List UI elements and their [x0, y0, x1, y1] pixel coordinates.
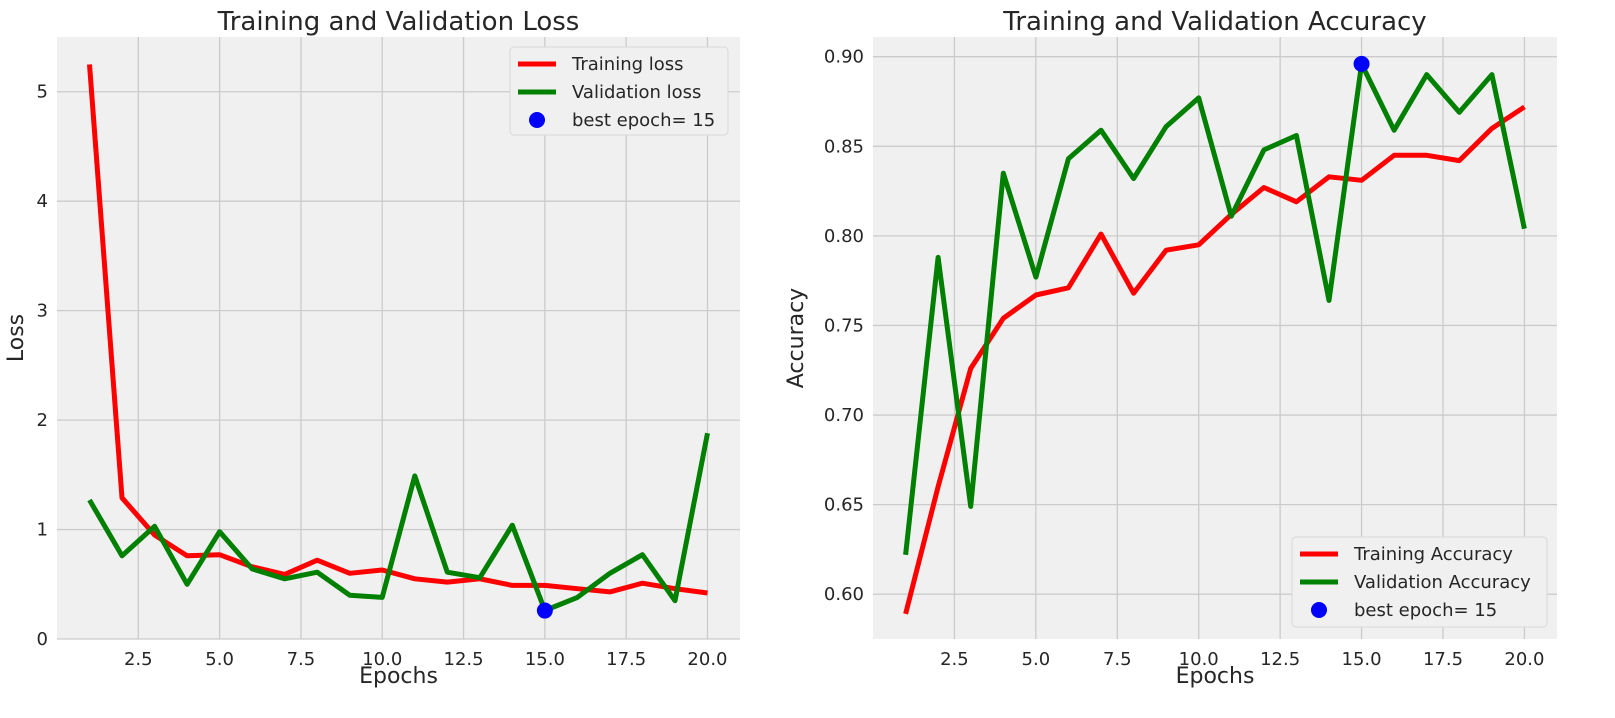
x-tick-label: 17.5 — [1423, 649, 1463, 670]
x-tick-label: 2.5 — [124, 649, 153, 670]
legend-box — [1291, 536, 1548, 628]
legend-box — [509, 46, 729, 136]
x-tick-label: 5.0 — [205, 649, 234, 670]
x-tick-label: 7.5 — [1103, 649, 1132, 670]
x-tick-label: 5.0 — [1022, 649, 1051, 670]
x-tick-label: 15.0 — [525, 649, 565, 670]
y-tick-label: 0.70 — [824, 405, 864, 426]
x-tick-label: 17.5 — [606, 649, 646, 670]
x-tick-label: 10.0 — [362, 649, 402, 670]
y-tick-label: 0.90 — [824, 47, 864, 68]
chart-1: 2.5 5.0 7.5 10.0 12.5 15.0 17.5 20.0 0 1 2 3 4 5 Train… — [4, 7, 740, 689]
series-line-validation-accuracy — [903, 61, 1527, 556]
legend: Training loss Validation loss best epoch= … — [509, 46, 729, 136]
series-line-training-loss — [87, 64, 708, 596]
chart-title: Training and Validation Accuracy — [1002, 7, 1426, 37]
legend-label: best epoch= 15 — [1354, 600, 1497, 621]
legend: Training Accuracy Validation Accuracy best… — [1291, 536, 1548, 628]
y-axis-label: Loss — [4, 314, 29, 362]
chart-title: Training and Validation Loss — [217, 7, 580, 37]
best-epoch-marker — [1353, 55, 1370, 72]
y-tick-label: 0.60 — [824, 584, 864, 605]
y-tick-label: 3 — [37, 301, 48, 322]
x-tick-label: 12.5 — [444, 649, 484, 670]
y-tick-label: 4 — [37, 191, 48, 212]
y-tick-label: 0.75 — [824, 315, 864, 336]
legend-label: Validation Accuracy — [1354, 572, 1531, 593]
y-tick-label: 0 — [37, 629, 48, 650]
y-axis-label: Accuracy — [784, 288, 809, 388]
x-tick-label: 10.0 — [1179, 649, 1219, 670]
series-line-training-accuracy — [903, 104, 1526, 615]
x-axis-label: Epochs — [359, 664, 438, 689]
y-tick-label: 0.85 — [824, 136, 864, 157]
y-tick-label: 1 — [37, 520, 48, 541]
x-tick-label: 12.5 — [1260, 649, 1300, 670]
legend-marker-swatch — [529, 112, 545, 128]
legend-label: Training loss — [571, 54, 684, 75]
y-tick-label: 0.80 — [824, 226, 864, 247]
y-tick-label: 0.65 — [824, 495, 864, 516]
x-tick-label: 20.0 — [687, 649, 727, 670]
y-tick-label: 2 — [37, 410, 48, 431]
y-tick-label: 5 — [37, 82, 48, 103]
best-epoch-marker — [536, 602, 553, 619]
x-tick-label: 20.0 — [1504, 649, 1544, 670]
series-line-validation-loss — [87, 432, 710, 613]
x-tick-label: 2.5 — [940, 649, 969, 670]
legend-label: Training Accuracy — [1353, 544, 1513, 565]
legend-marker-swatch — [1311, 602, 1327, 618]
x-tick-label: 15.0 — [1342, 649, 1382, 670]
x-tick-label: 7.5 — [287, 649, 316, 670]
legend-label: best epoch= 15 — [572, 110, 715, 131]
legend-label: Validation loss — [572, 82, 701, 103]
x-axis-label: Epochs — [1176, 664, 1255, 689]
chart-2: 2.5 5.0 7.5 10.0 12.5 15.0 17.5 20.0 0.60 0.65 0.7… — [784, 7, 1557, 689]
